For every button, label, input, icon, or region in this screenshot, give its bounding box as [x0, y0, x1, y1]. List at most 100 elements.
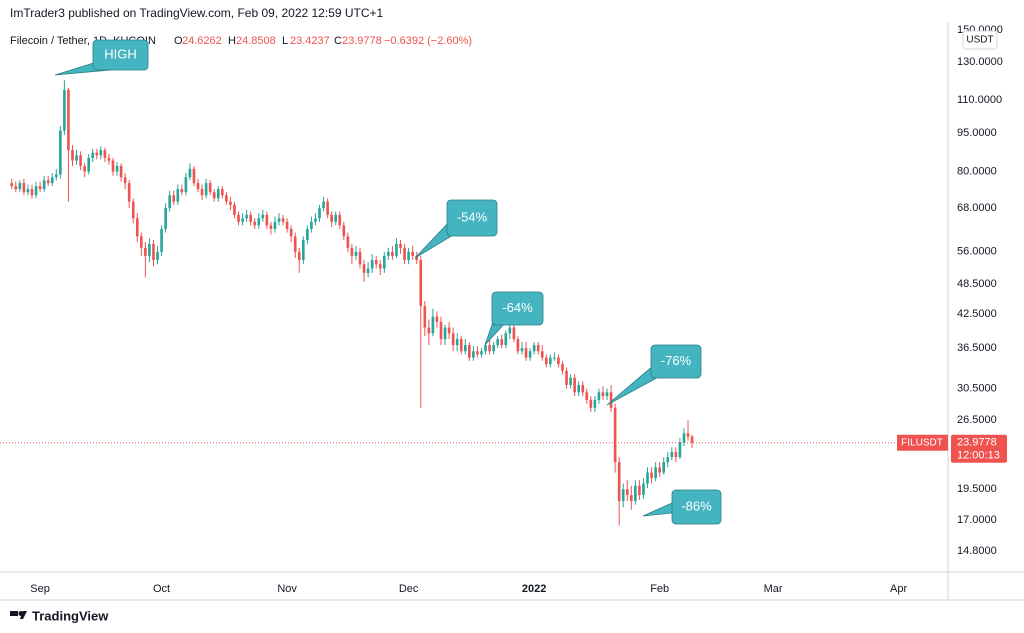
candle-body [617, 462, 621, 502]
candle-body [399, 243, 402, 248]
candle-body [366, 268, 370, 273]
candle-body [496, 339, 500, 346]
candle-body [682, 433, 686, 443]
candle-body [14, 186, 18, 190]
candle-body [646, 472, 649, 484]
candle-body [184, 177, 188, 193]
candle-body [601, 392, 605, 397]
candle-body [273, 221, 277, 229]
callout-text: -64% [502, 300, 533, 315]
plot-area [0, 80, 948, 526]
candle-body [334, 214, 338, 222]
candle-body [253, 221, 257, 226]
candle-body [216, 189, 220, 199]
candle-body [204, 183, 208, 196]
x-tick-label: Mar [764, 583, 783, 595]
change-label: −0.6392 (−2.60%) [384, 35, 472, 47]
candle-body [455, 339, 459, 346]
candle-body [297, 251, 301, 261]
candle-body [135, 218, 139, 237]
x-tick-label: Apr [890, 583, 907, 595]
candle-body [553, 357, 556, 359]
candle-body [156, 251, 159, 261]
candle-body [492, 345, 495, 352]
ohlc-letter: H [228, 35, 236, 47]
candle-body [285, 221, 289, 229]
y-tick-label: 68.0000 [957, 202, 997, 214]
candle-body [50, 177, 54, 184]
candle-body [358, 251, 362, 265]
candle-body [605, 392, 609, 397]
candle-body [79, 155, 82, 167]
y-tick-label: 56.0000 [957, 246, 997, 258]
candle-body [293, 236, 297, 252]
price-label: 23.9778 [957, 437, 997, 449]
candle-body [144, 247, 147, 256]
currency-box [962, 30, 998, 50]
callout-text: HIGH [104, 46, 137, 61]
candle-body [573, 377, 576, 393]
candle-body [480, 351, 483, 355]
candle-body [200, 189, 204, 196]
candle-body [658, 467, 661, 473]
candle-body [350, 247, 354, 256]
candle-body [160, 228, 163, 252]
candle-body [585, 392, 589, 400]
price-label-box [951, 434, 1007, 463]
candle-body [322, 201, 325, 209]
candle-body [581, 384, 585, 393]
candle-body [613, 407, 617, 463]
candle-body [520, 348, 524, 352]
y-tick-label: 110.0000 [957, 94, 1002, 106]
y-tick-label: 14.8000 [957, 545, 997, 557]
candle-body [391, 251, 394, 256]
y-tick-label: 80.0000 [957, 165, 997, 177]
candle-body [476, 351, 479, 355]
candle-body [18, 183, 22, 190]
candle-body [561, 364, 564, 371]
x-tick-label: Oct [153, 583, 170, 595]
candle-body [115, 166, 119, 172]
ohlc-value: 23.9778 [342, 35, 382, 47]
candle-body [411, 251, 414, 256]
candle-body [192, 168, 196, 184]
candle-body [172, 195, 176, 202]
candle-body [403, 247, 406, 261]
candle-body [536, 345, 540, 352]
y-tick-label: 30.5000 [957, 382, 997, 394]
candle-body [241, 218, 244, 222]
candle-body [261, 214, 265, 219]
candle-body [269, 225, 273, 229]
candle-body [625, 489, 629, 496]
x-tick-label: Dec [399, 583, 419, 595]
candle-body [54, 174, 58, 178]
candle-body [225, 195, 228, 202]
candle-body [26, 189, 30, 193]
currency-label: USDT [966, 35, 993, 46]
candle-body [662, 462, 666, 473]
y-tick-label: 42.5000 [957, 308, 997, 320]
candle-body [500, 339, 504, 346]
candle-body [265, 214, 269, 226]
candle-body [427, 327, 431, 334]
candle-body [374, 260, 378, 265]
candle-body [435, 316, 439, 323]
candle-body [188, 168, 192, 178]
candle-body [318, 208, 321, 219]
candle-body [524, 348, 528, 358]
candle-body [597, 392, 601, 400]
x-tick-label: Sep [30, 583, 50, 595]
candle-body [257, 218, 261, 226]
candle-body [289, 228, 293, 237]
x-tick-label: 2022 [522, 583, 546, 595]
candle-body [557, 357, 560, 365]
candle-body [423, 306, 427, 328]
x-tick-label: Nov [277, 583, 297, 595]
candle-body [439, 322, 443, 340]
candle-body [463, 345, 467, 352]
candle-body [484, 345, 487, 352]
y-tick-label: 17.0000 [957, 514, 997, 526]
candle-body [330, 214, 333, 222]
candle-body [83, 166, 86, 172]
candle-body [565, 370, 568, 385]
